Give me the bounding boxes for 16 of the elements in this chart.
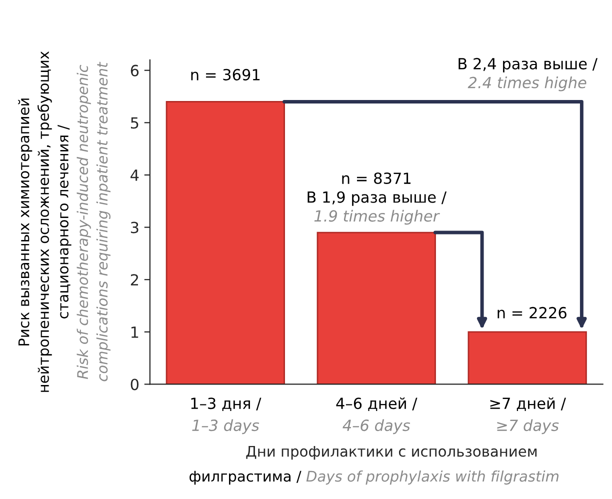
y-tick-label: 0	[130, 378, 139, 390]
y-tick-label: 2	[130, 274, 138, 286]
x-tick-label: 1–3 дня / 1–3 days	[191, 398, 262, 434]
annotation: n = 8371 В 1,9 раза выше / 1.9 times higher	[308, 172, 447, 225]
y-tick-label: 5	[130, 117, 138, 129]
x-axis-title: Дни профилактики с использованием филграстима / Days of prophylaxis with filgrastim	[190, 446, 559, 485]
x-tick-label: ≥7 дней / ≥7 days	[490, 397, 566, 434]
x-tick-label: 4–6 дней / 4–6 days	[336, 397, 418, 434]
annotation: В 2,4 раза выше / 2.4 times highe	[458, 58, 598, 92]
y-axis-title: Риск вызванных химиотерапией нейтропенических осложнений, требующих стационарного лечения / Risk of chemotherapy-induced neutropenic complications requiring inpatient treatment	[18, 51, 110, 392]
annotation: n = 3691	[191, 68, 260, 80]
y-tick-label: 1	[131, 326, 138, 338]
y-tick-label: 3	[130, 222, 138, 234]
annotation: n = 2226	[498, 306, 566, 318]
y-tick-label: 4	[130, 170, 139, 181]
y-tick-label: 6	[130, 64, 139, 76]
